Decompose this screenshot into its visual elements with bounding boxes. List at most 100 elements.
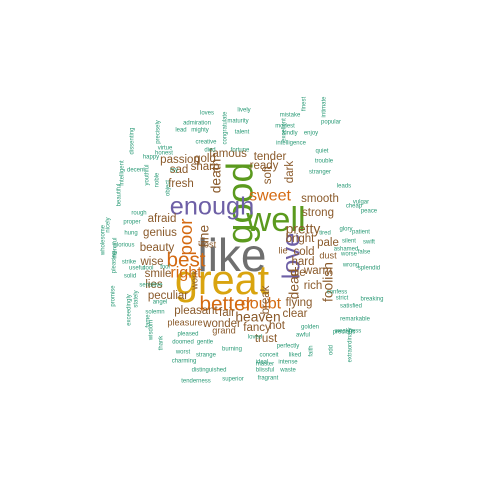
word-virtue: virtue bbox=[158, 146, 173, 152]
word-proper: proper bbox=[123, 220, 140, 226]
word-angel: angel bbox=[153, 300, 168, 306]
word-break: break bbox=[260, 285, 272, 314]
word-admiration: admiration bbox=[183, 121, 211, 127]
word-false: false bbox=[358, 250, 371, 256]
word-wrong: wrong bbox=[342, 263, 359, 269]
word-gentle: gentle bbox=[197, 340, 214, 346]
word-quiet: quiet bbox=[316, 149, 329, 155]
word-passion: passion bbox=[160, 154, 200, 166]
word-mistake: mistake bbox=[280, 113, 301, 119]
word-hot: hot bbox=[269, 320, 286, 332]
word-warm: warm bbox=[303, 265, 332, 277]
word-die: die bbox=[290, 267, 305, 279]
word-pleasure: pleasure bbox=[167, 317, 202, 327]
word-creative: creative bbox=[196, 140, 218, 146]
word-precisely: precisely bbox=[156, 120, 162, 144]
word-silent: silent bbox=[342, 239, 356, 245]
word-beautiful: beautiful bbox=[117, 184, 123, 207]
word-dissenting: dissenting bbox=[130, 128, 136, 155]
word-worse: worse bbox=[340, 252, 358, 258]
word-glorious: glorious bbox=[114, 243, 135, 249]
word-love: love bbox=[278, 233, 306, 279]
word-pleased: pleased bbox=[178, 332, 199, 338]
word-enough: enough bbox=[170, 193, 254, 221]
word-faith: faith bbox=[309, 345, 315, 356]
word-lost: lost bbox=[202, 239, 217, 249]
word-lie: lie bbox=[278, 245, 287, 255]
word-worst: worst bbox=[175, 350, 191, 356]
word-modest: modest bbox=[275, 124, 295, 130]
word-pleasing: pleasing bbox=[112, 251, 118, 273]
word-enjoy: enjoy bbox=[304, 131, 318, 137]
word-youthful: youthful bbox=[145, 165, 151, 186]
word-object: object bbox=[166, 180, 172, 196]
word-lead: lead bbox=[175, 128, 186, 134]
word-solemn: solemn bbox=[145, 310, 164, 316]
word-good: good bbox=[220, 162, 261, 244]
word-fool: fool bbox=[160, 265, 170, 271]
word-happy: happy bbox=[143, 155, 159, 161]
word-satisfied: satisfied bbox=[340, 304, 362, 310]
word-genius: genius bbox=[143, 227, 177, 239]
word-honest: honest bbox=[155, 151, 173, 157]
word-soft: soft bbox=[262, 165, 274, 184]
word-doomed: doomed bbox=[172, 340, 194, 346]
word-patient: patient bbox=[352, 230, 370, 236]
word-liked: liked bbox=[289, 353, 301, 359]
word-ideal: ideal bbox=[256, 360, 269, 366]
word-fame: fame bbox=[146, 314, 152, 328]
word-strong: strong bbox=[302, 207, 334, 219]
word-sensitive: sensitive bbox=[139, 283, 163, 289]
word-blissful: blissful bbox=[256, 368, 274, 374]
word-ashamed: ashamed bbox=[334, 247, 359, 253]
word-useful: useful bbox=[129, 266, 145, 272]
word-fragrant: fragrant bbox=[258, 376, 279, 382]
word-died: died bbox=[204, 148, 215, 154]
word-superior: superior bbox=[222, 377, 244, 383]
word-swift: swift bbox=[363, 240, 375, 246]
word-gold: gold bbox=[194, 153, 216, 165]
word-tender: tender bbox=[254, 151, 287, 163]
word-pale: pale bbox=[317, 237, 339, 249]
word-hung: hung bbox=[124, 231, 137, 237]
word-conceit: conceit bbox=[260, 353, 279, 359]
word-smooth: smooth bbox=[301, 193, 339, 205]
word-decent: decent bbox=[127, 168, 145, 174]
word-cold: cold bbox=[293, 246, 314, 258]
word-grand: grand bbox=[212, 325, 236, 335]
word-flying: flying bbox=[286, 297, 313, 309]
word-afraid: afraid bbox=[148, 213, 177, 225]
word-master: master bbox=[256, 362, 274, 368]
word-confess: confess bbox=[327, 290, 348, 296]
word-stately: stately bbox=[134, 290, 140, 307]
word-excellent: excellent bbox=[282, 118, 288, 142]
word-promise: promise bbox=[111, 285, 117, 307]
word-breaking: breaking bbox=[361, 297, 384, 303]
word-like: like bbox=[197, 229, 266, 281]
word-foolish: foolish bbox=[321, 262, 336, 302]
word-lies: lies bbox=[145, 279, 163, 291]
word-popular: popular bbox=[321, 120, 341, 126]
word-bright: bright bbox=[286, 233, 316, 245]
word-intimate: intimate bbox=[322, 96, 328, 118]
word-splendid: splendid bbox=[358, 266, 380, 272]
word-glory: glory bbox=[340, 227, 353, 233]
word-lively: lively bbox=[237, 108, 250, 114]
word-wisdom: wisdom bbox=[149, 320, 155, 341]
word-ready: ready bbox=[250, 160, 279, 172]
word-awful: awful bbox=[296, 333, 310, 339]
word-tired: tired bbox=[319, 231, 331, 237]
word-exceedingly: exceedingly bbox=[127, 294, 133, 326]
word-heaven: heaven bbox=[235, 310, 280, 325]
word-vulgar: vulgar bbox=[353, 200, 369, 206]
word-sad: sad bbox=[170, 164, 189, 176]
word-rich: rich bbox=[304, 280, 323, 292]
word-merciful: merciful bbox=[113, 238, 119, 259]
word-dead: dead bbox=[287, 269, 302, 300]
word-burning: burning bbox=[222, 347, 242, 353]
word-beauty: beauty bbox=[140, 242, 175, 254]
word-mighty: mighty bbox=[191, 128, 209, 134]
word-waste: waste bbox=[279, 368, 296, 374]
word-fresh: fresh bbox=[168, 178, 194, 190]
word-odd: odd bbox=[329, 345, 335, 355]
